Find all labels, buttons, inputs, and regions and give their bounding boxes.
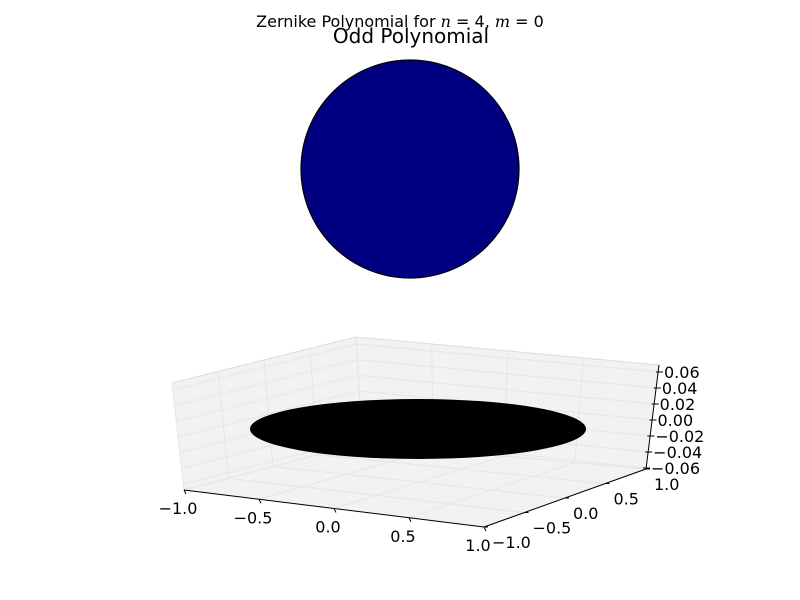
suptitle-m-value: = 0 <box>510 12 544 31</box>
y-tick-label: 0.5 <box>614 490 639 509</box>
x-tick-mark <box>408 517 412 522</box>
x-tick-label: 0.5 <box>390 527 415 546</box>
y-tick-label: −0.5 <box>533 519 572 538</box>
y-grid-line <box>317 454 606 484</box>
y-grid-line-wall <box>263 359 274 467</box>
heatmap-disk <box>300 59 520 279</box>
x-tick-label: 1.0 <box>465 536 490 555</box>
z-tick-label: 0.04 <box>662 379 698 398</box>
surface-disk <box>250 399 586 459</box>
y-tick-label: 1.0 <box>654 475 679 494</box>
pane-floor <box>184 443 646 527</box>
y-grid-line <box>228 477 525 513</box>
x-tick-mark <box>333 508 337 513</box>
bottom-subplot-3d: −1.0 −0.5 0.0 0.5 1.0 −1.0−0.50.00.51.00.060.… <box>159 336 705 555</box>
z-grid-line-side <box>175 374 359 422</box>
suptitle-m-symbol: m <box>494 12 511 31</box>
z-tick-label: −0.04 <box>653 443 702 462</box>
y-grid-line-wall <box>217 371 229 479</box>
figure-suptitle: Zernike Polynomial for n = 4, m = 0 <box>0 12 800 31</box>
x-tick-mark <box>258 499 262 504</box>
axis-ticks: −1.0 −0.5 0.0 0.5 1.0 −1.0−0.50.00.51.00.060.… <box>159 363 705 555</box>
z-tick-label: −0.06 <box>651 459 700 478</box>
z-tick-label: −0.02 <box>655 427 704 446</box>
z-grid-line-side <box>171 343 357 391</box>
z-tick-label: 0.02 <box>660 395 696 414</box>
y-tick-label: −1.0 <box>492 533 531 552</box>
z-tick-label: 0.00 <box>658 411 694 430</box>
z-grid-line <box>356 359 657 389</box>
top-subplot: Odd Polynomial <box>300 24 520 279</box>
z-grid-line-side <box>173 359 358 407</box>
suptitle-n-symbol: n <box>440 12 451 31</box>
x-tick-label: 0.0 <box>315 518 340 537</box>
x-tick-mark <box>183 489 187 495</box>
x-tick-label: −0.5 <box>234 508 273 527</box>
z-tick-label: 0.06 <box>664 363 700 382</box>
suptitle-text: Zernike Polynomial for <box>256 12 441 31</box>
x-tick-mark <box>483 526 487 532</box>
y-grid-line <box>272 466 566 499</box>
z-grid-line-side <box>177 390 360 438</box>
suptitle-n-value: = 4, <box>450 12 495 31</box>
z-grid-line <box>355 343 660 373</box>
y-tick-label: 0.0 <box>573 504 598 523</box>
z-grid-line <box>357 374 655 405</box>
x-tick-label: −1.0 <box>159 499 198 518</box>
subplot-title-odd: Odd Polynomial <box>333 24 489 48</box>
